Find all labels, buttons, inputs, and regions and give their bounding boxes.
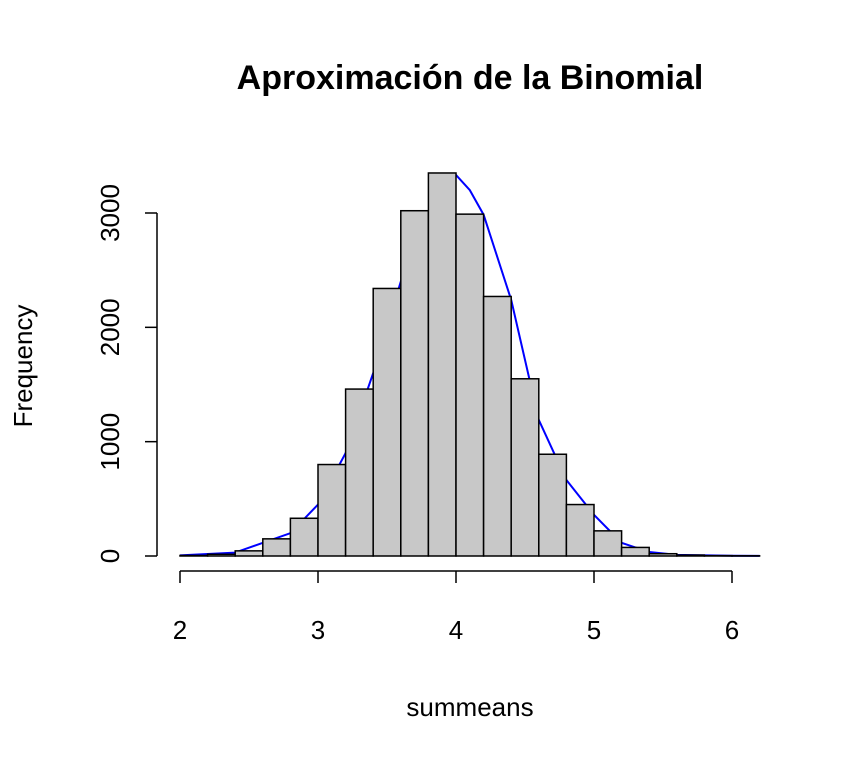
- y-tick-label: 1000: [95, 413, 125, 471]
- x-tick-label: 2: [173, 615, 187, 645]
- bar: [620, 546, 650, 557]
- bar: [289, 517, 319, 557]
- bar: [372, 287, 402, 557]
- bar: [676, 554, 706, 557]
- x-tick-label: 6: [725, 615, 739, 645]
- bar: [648, 552, 678, 557]
- bar: [510, 378, 540, 557]
- y-axis-label: Frequency: [8, 305, 38, 428]
- bar: [593, 530, 623, 557]
- x-tick-label: 3: [311, 615, 325, 645]
- bar: [179, 554, 209, 557]
- bar: [455, 213, 485, 557]
- y-tick-label: 2000: [95, 298, 125, 356]
- bar: [565, 503, 595, 557]
- bar: [400, 209, 430, 557]
- x-tick-label: 4: [449, 615, 463, 645]
- bar: [262, 538, 292, 557]
- x-tick-label: 5: [587, 615, 601, 645]
- bar: [206, 553, 236, 557]
- bar: [427, 172, 457, 557]
- y-tick-label: 0: [95, 549, 125, 563]
- bar: [234, 550, 264, 557]
- bar: [344, 388, 374, 557]
- y-tick-label: 3000: [95, 184, 125, 242]
- bar: [538, 453, 568, 557]
- bar: [482, 295, 512, 557]
- bar: [317, 463, 347, 557]
- chart-title: Aproximación de la Binomial: [237, 59, 704, 97]
- x-axis-label: summeans: [406, 692, 533, 722]
